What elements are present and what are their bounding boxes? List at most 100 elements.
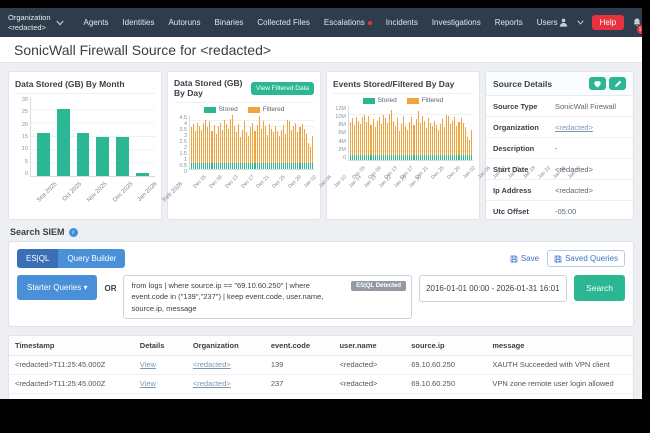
bar-segment-stored — [358, 155, 359, 160]
bar-segment-stored — [424, 155, 425, 160]
bar-segment-filtered — [440, 124, 441, 156]
organization-selector[interactable]: Organization <redacted> — [0, 8, 72, 37]
bar-segment-stored — [465, 155, 466, 160]
view-details-link[interactable]: View — [140, 379, 156, 388]
table-header-row: TimestampDetailsOrganizationevent.codeus… — [9, 336, 633, 356]
bar-segment-filtered — [209, 121, 210, 163]
search-button[interactable]: Search — [574, 275, 625, 301]
starter-queries-dropdown[interactable]: Starter Queries ▾ — [17, 275, 97, 300]
date-range-input[interactable] — [419, 275, 567, 302]
bar — [226, 124, 227, 169]
bar-segment-stored — [426, 155, 427, 160]
bar-segment-filtered — [403, 116, 404, 155]
results-table-card: TimestampDetailsOrganizationevent.codeus… — [8, 335, 634, 399]
nav-item-agents[interactable]: Agents — [84, 18, 109, 27]
chart-plot-area: 302520151050 — [15, 97, 155, 177]
bar-segment-filtered — [261, 129, 262, 163]
bar-segment-stored — [254, 163, 255, 169]
view-filtered-data-button[interactable]: View Filtered Data — [251, 82, 314, 95]
bar — [232, 115, 233, 169]
bar — [291, 130, 292, 169]
detail-value: SonicWall Firewall — [555, 102, 616, 111]
user-account-icon[interactable] — [558, 17, 569, 28]
cell-Timestamp: <redacted>T11:25:45.000Z — [9, 355, 134, 374]
bar-segment-filtered — [397, 118, 398, 155]
saved-queries-button[interactable]: Saved Queries — [547, 250, 625, 267]
nav-menu: Agents Identities Autoruns Binaries Collecte… — [84, 18, 558, 27]
bar-segment-stored — [448, 155, 449, 160]
organization-link[interactable]: <redacted> — [193, 398, 231, 399]
or-label: OR — [104, 284, 116, 293]
view-details-link[interactable]: View — [140, 398, 156, 399]
bar — [246, 132, 247, 169]
nav-item-escalations[interactable]: Escalations — [324, 18, 372, 27]
bar — [389, 114, 390, 160]
bar — [220, 123, 221, 169]
bar — [289, 121, 290, 169]
bar-segment-filtered — [191, 127, 192, 162]
organization-link[interactable]: <redacted> — [555, 123, 593, 132]
bar-segment-filtered — [387, 123, 388, 156]
nav-item-collected-files[interactable]: Collected Files — [257, 18, 309, 27]
bar-segment-filtered — [436, 125, 437, 155]
bar-segment-filtered — [207, 127, 208, 162]
bar-segment-filtered — [416, 119, 417, 155]
detail-value: <redacted> — [555, 123, 593, 132]
organization-link[interactable]: <redacted> — [193, 379, 231, 388]
bar — [297, 132, 298, 169]
tab-query-builder[interactable]: Query Builder — [58, 249, 125, 268]
table-row: <redacted>T11:25:45.000ZView<redacted>23… — [9, 374, 633, 393]
help-button[interactable]: Help — [592, 15, 624, 30]
nav-item-binaries[interactable]: Binaries — [215, 18, 244, 27]
bar-segment-stored — [209, 163, 210, 169]
notifications-bell-icon[interactable]: 17 — [632, 17, 642, 28]
edit-pencil-icon[interactable] — [609, 77, 626, 90]
nav-item-users[interactable]: Users — [537, 18, 558, 27]
bar — [261, 129, 262, 169]
nav-item-autoruns[interactable]: Autoruns — [168, 18, 200, 27]
bar-segment-filtered — [381, 124, 382, 156]
info-icon[interactable]: i — [69, 228, 78, 237]
chevron-down-icon[interactable] — [577, 20, 584, 25]
bar-segment-stored — [293, 163, 294, 169]
legend-swatch — [363, 98, 375, 104]
nav-item-incidents[interactable]: Incidents — [386, 18, 418, 27]
bar-segment-stored — [304, 163, 305, 169]
bar — [458, 122, 459, 160]
bar-segment-filtered — [370, 125, 371, 155]
health-heart-icon[interactable] — [589, 77, 606, 90]
bar-segment-stored — [454, 155, 455, 160]
y-tick-label: 30 — [22, 97, 28, 103]
chart-legend: StoredFiltered — [333, 97, 473, 104]
bar-segment-filtered — [293, 126, 294, 163]
bar-segment-filtered — [401, 124, 402, 156]
bar — [375, 127, 376, 160]
save-button[interactable]: Save — [510, 254, 539, 263]
tab-esql[interactable]: ES|QL — [17, 249, 58, 268]
bar — [399, 131, 400, 160]
y-tick-label: 25 — [22, 109, 28, 115]
bar-segment-stored — [234, 163, 235, 169]
nav-item-reports[interactable]: Reports — [495, 18, 523, 27]
x-axis: Sep 2025Oct 2025Nov 2025Dec 2025Jan 2026… — [30, 177, 155, 199]
bar-segment-filtered — [395, 126, 396, 155]
cell-user-name: <redacted> — [333, 393, 405, 399]
bar — [395, 126, 396, 160]
organization-link[interactable]: <redacted> — [193, 360, 231, 369]
bar-segment-filtered — [391, 110, 392, 155]
nav-item-investigations[interactable]: Investigations — [432, 18, 481, 27]
legend-swatch — [248, 107, 260, 113]
bar — [403, 116, 404, 160]
bar — [222, 130, 223, 169]
bar — [238, 124, 239, 169]
view-details-link[interactable]: View — [140, 360, 156, 369]
esql-detected-badge: ES|QL Detected — [351, 281, 406, 291]
bar-segment-stored — [224, 163, 225, 169]
bar-segment-stored — [259, 163, 260, 169]
query-input[interactable]: from logs | where source.ip == "69.10.60… — [123, 275, 412, 319]
bar — [385, 118, 386, 160]
nav-item-identities[interactable]: Identities — [122, 18, 154, 27]
y-axis: 302520151050 — [15, 97, 30, 177]
bar-segment-filtered — [299, 127, 300, 162]
bar-segment-filtered — [467, 137, 468, 156]
